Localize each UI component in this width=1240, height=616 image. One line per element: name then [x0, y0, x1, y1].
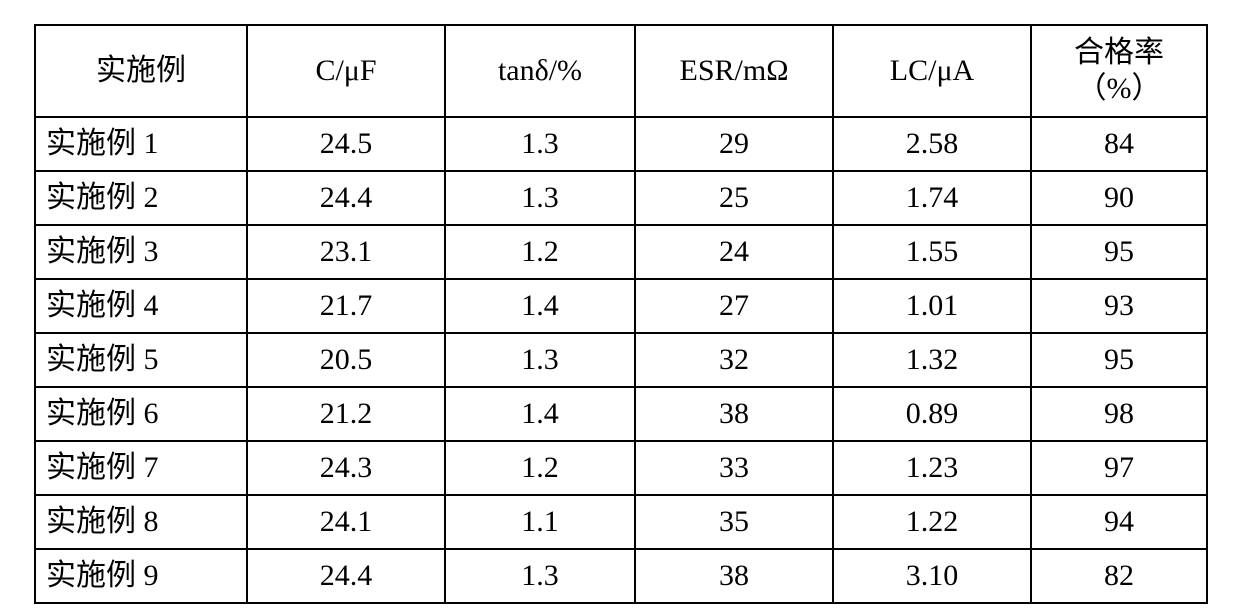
cell-c: 24.4 — [247, 549, 445, 603]
cell-c: 21.2 — [247, 387, 445, 441]
table-row: 实施例 8 24.1 1.1 35 1.22 94 — [35, 495, 1207, 549]
cell-tan: 1.4 — [445, 387, 635, 441]
cell-c: 20.5 — [247, 333, 445, 387]
cell-esr: 27 — [635, 279, 833, 333]
cell-lc: 2.58 — [833, 117, 1031, 171]
cell-example: 实施例 6 — [35, 387, 247, 441]
data-table: 实施例 C/μF tanδ/% ESR/mΩ LC/μA 合格率 （%） 实施例… — [34, 24, 1208, 604]
cell-c: 21.7 — [247, 279, 445, 333]
cell-pass: 84 — [1031, 117, 1207, 171]
table-row: 实施例 3 23.1 1.2 24 1.55 95 — [35, 225, 1207, 279]
cell-example: 实施例 3 — [35, 225, 247, 279]
col-header-capacitance: C/μF — [247, 25, 445, 117]
cell-lc: 1.23 — [833, 441, 1031, 495]
cell-tan: 1.1 — [445, 495, 635, 549]
col-header-example: 实施例 — [35, 25, 247, 117]
cell-c: 24.1 — [247, 495, 445, 549]
cell-pass: 98 — [1031, 387, 1207, 441]
cell-esr: 38 — [635, 549, 833, 603]
table-row: 实施例 5 20.5 1.3 32 1.32 95 — [35, 333, 1207, 387]
cell-pass: 94 — [1031, 495, 1207, 549]
cell-esr: 38 — [635, 387, 833, 441]
cell-pass: 95 — [1031, 225, 1207, 279]
cell-example: 实施例 2 — [35, 171, 247, 225]
cell-lc: 1.22 — [833, 495, 1031, 549]
cell-example: 实施例 9 — [35, 549, 247, 603]
cell-pass: 93 — [1031, 279, 1207, 333]
cell-lc: 1.01 — [833, 279, 1031, 333]
cell-pass: 82 — [1031, 549, 1207, 603]
table-row: 实施例 6 21.2 1.4 38 0.89 98 — [35, 387, 1207, 441]
cell-c: 24.5 — [247, 117, 445, 171]
col-header-lc: LC/μA — [833, 25, 1031, 117]
cell-example: 实施例 4 — [35, 279, 247, 333]
col-header-esr: ESR/mΩ — [635, 25, 833, 117]
col-header-passrate-line1: 合格率 — [1032, 35, 1206, 71]
cell-example: 实施例 1 — [35, 117, 247, 171]
cell-lc: 1.32 — [833, 333, 1031, 387]
cell-esr: 33 — [635, 441, 833, 495]
cell-example: 实施例 7 — [35, 441, 247, 495]
cell-pass: 90 — [1031, 171, 1207, 225]
cell-c: 24.3 — [247, 441, 445, 495]
cell-tan: 1.2 — [445, 225, 635, 279]
table-row: 实施例 4 21.7 1.4 27 1.01 93 — [35, 279, 1207, 333]
cell-lc: 1.74 — [833, 171, 1031, 225]
cell-tan: 1.2 — [445, 441, 635, 495]
table-row: 实施例 1 24.5 1.3 29 2.58 84 — [35, 117, 1207, 171]
table-row: 实施例 2 24.4 1.3 25 1.74 90 — [35, 171, 1207, 225]
cell-lc: 3.10 — [833, 549, 1031, 603]
cell-tan: 1.3 — [445, 171, 635, 225]
col-header-passrate: 合格率 （%） — [1031, 25, 1207, 117]
table-row: 实施例 7 24.3 1.2 33 1.23 97 — [35, 441, 1207, 495]
cell-esr: 24 — [635, 225, 833, 279]
cell-lc: 0.89 — [833, 387, 1031, 441]
cell-esr: 32 — [635, 333, 833, 387]
cell-example: 实施例 8 — [35, 495, 247, 549]
cell-c: 23.1 — [247, 225, 445, 279]
table-header-row: 实施例 C/μF tanδ/% ESR/mΩ LC/μA 合格率 （%） — [35, 25, 1207, 117]
table-row: 实施例 9 24.4 1.3 38 3.10 82 — [35, 549, 1207, 603]
cell-tan: 1.3 — [445, 549, 635, 603]
col-header-tandelta: tanδ/% — [445, 25, 635, 117]
cell-lc: 1.55 — [833, 225, 1031, 279]
cell-pass: 95 — [1031, 333, 1207, 387]
cell-tan: 1.4 — [445, 279, 635, 333]
col-header-passrate-line2: （%） — [1032, 71, 1206, 107]
cell-esr: 35 — [635, 495, 833, 549]
cell-pass: 97 — [1031, 441, 1207, 495]
table-container: 实施例 C/μF tanδ/% ESR/mΩ LC/μA 合格率 （%） 实施例… — [0, 0, 1240, 616]
cell-esr: 29 — [635, 117, 833, 171]
cell-tan: 1.3 — [445, 117, 635, 171]
cell-tan: 1.3 — [445, 333, 635, 387]
cell-c: 24.4 — [247, 171, 445, 225]
cell-esr: 25 — [635, 171, 833, 225]
cell-example: 实施例 5 — [35, 333, 247, 387]
